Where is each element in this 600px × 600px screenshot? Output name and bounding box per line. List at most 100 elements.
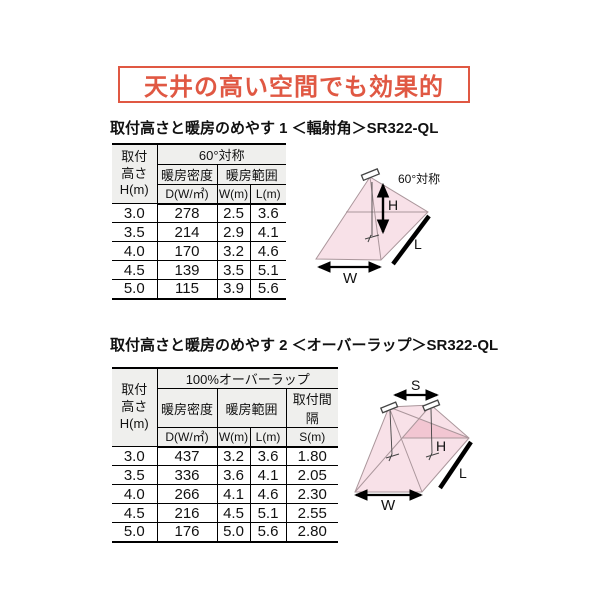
table-subheader-row: 暖房密度 暖房範囲 xyxy=(112,164,287,185)
angle-label: 60°対称 xyxy=(398,172,440,186)
table-header-row: 取付 高さ H(m) 100%オーバーラップ xyxy=(112,367,338,447)
corner-header-mount-height: 取付 高さ H(m) xyxy=(112,367,158,447)
cell-spacing: 2.80 xyxy=(285,522,338,542)
table-row: 3.5 214 2.9 4.1 xyxy=(112,222,287,242)
group-header-overlap: 100%オーバーラップ xyxy=(156,367,338,389)
unit-density: D(W/㎡) xyxy=(157,184,218,205)
cell-length: 5.1 xyxy=(249,503,287,523)
header-heating-density: 暖房密度 xyxy=(157,388,218,428)
cell-density: 336 xyxy=(156,465,218,485)
cell-density: 115 xyxy=(156,279,218,299)
cell-width: 2.9 xyxy=(216,222,251,242)
cell-spacing: 2.30 xyxy=(285,484,338,504)
cell-height: 4.5 xyxy=(112,503,158,523)
unit-length: L(m) xyxy=(249,427,287,448)
cell-spacing: 2.55 xyxy=(285,503,338,523)
cell-width: 4.1 xyxy=(216,484,251,504)
cell-length: 5.6 xyxy=(249,279,287,299)
unit-spacing: S(m) xyxy=(285,427,338,448)
cell-density: 139 xyxy=(156,260,218,280)
cell-width: 2.5 xyxy=(216,203,251,223)
unit-width: W(m) xyxy=(216,427,251,448)
cell-height: 5.0 xyxy=(112,279,158,299)
floor-mark xyxy=(364,234,380,243)
heater-icon-left xyxy=(379,401,399,414)
heater-icon xyxy=(360,168,381,182)
cell-density: 437 xyxy=(156,446,218,466)
table-units-row: D(W/㎡) W(m) L(m) xyxy=(112,184,287,205)
left-pyramid-front-edge xyxy=(388,406,423,493)
table-header-row: 取付 高さ H(m) 60°対称 xyxy=(112,143,287,204)
cell-length: 5.1 xyxy=(249,260,287,280)
table-row: 5.0 115 3.9 5.6 xyxy=(112,279,287,299)
cell-height: 3.0 xyxy=(112,446,158,466)
header-heating-range: 暖房範囲 xyxy=(216,164,287,185)
plumb-line-left xyxy=(389,410,393,455)
overlap-area xyxy=(402,419,469,438)
length-bar xyxy=(391,214,431,266)
table-row: 4.0 170 3.2 4.6 xyxy=(112,241,287,261)
cell-height: 4.0 xyxy=(112,241,158,261)
cell-spacing: 2.05 xyxy=(285,465,338,485)
cell-width: 3.6 xyxy=(216,465,251,485)
cell-length: 4.1 xyxy=(249,465,287,485)
header-heating-range: 暖房範囲 xyxy=(216,388,287,428)
cell-length: 3.6 xyxy=(249,203,287,223)
cell-density: 170 xyxy=(156,241,218,261)
corner-header-mount-height: 取付 高さ H(m) xyxy=(112,143,158,204)
length-bar xyxy=(438,440,473,490)
cell-density: 266 xyxy=(156,484,218,504)
table-row: 4.5 216 4.5 5.1 2.55 xyxy=(112,503,338,523)
section1-heading: 取付高さと暖房のめやす 1 ＜輻射角＞SR322-QL xyxy=(110,120,439,137)
cell-height: 3.5 xyxy=(112,222,158,242)
width-label: W xyxy=(343,270,358,287)
cell-width: 3.2 xyxy=(216,446,251,466)
cell-height: 4.5 xyxy=(112,260,158,280)
table-row: 5.0 176 5.0 5.6 2.80 xyxy=(112,522,338,542)
cell-height: 3.5 xyxy=(112,465,158,485)
banner: 天井の高い空間でも効果的 xyxy=(118,66,470,103)
floor-mark-left xyxy=(385,453,400,462)
right-pyramid-back-edge xyxy=(354,404,432,493)
cell-spacing: 1.80 xyxy=(285,446,338,466)
unit-density: D(W/㎡) xyxy=(157,427,218,448)
cell-length: 5.6 xyxy=(249,522,287,542)
floor-mark-right xyxy=(425,452,440,461)
table-row: 3.0 278 2.5 3.6 xyxy=(112,203,287,223)
banner-title: 天井の高い空間でも効果的 xyxy=(144,74,444,101)
width-label: W xyxy=(381,497,396,514)
cell-length: 4.1 xyxy=(249,222,287,242)
cell-height: 4.0 xyxy=(112,484,158,504)
cell-width: 3.2 xyxy=(216,241,251,261)
radiation-angle-table: 取付 高さ H(m) 60°対称 暖房密度 暖房範囲 D(W/㎡) W(m) L… xyxy=(112,143,287,300)
cell-density: 176 xyxy=(156,522,218,542)
cell-width: 4.5 xyxy=(216,503,251,523)
length-label: L xyxy=(414,236,422,252)
group-header-60deg: 60°対称 xyxy=(156,143,287,165)
plumb-line-right xyxy=(430,408,433,454)
cell-height: 5.0 xyxy=(112,522,158,542)
spacing-label: S xyxy=(411,377,420,393)
overlap-diagram: S H L W xyxy=(354,377,473,514)
cell-length: 4.6 xyxy=(249,484,287,504)
height-label: H xyxy=(436,438,446,454)
cell-length: 3.6 xyxy=(249,446,287,466)
cell-height: 3.0 xyxy=(112,203,158,223)
cell-density: 278 xyxy=(156,203,218,223)
height-label: H xyxy=(388,197,398,213)
radiation-angle-diagram: 60°対称 H L W xyxy=(315,168,440,287)
pyramids-beam-area xyxy=(354,404,470,493)
table-units-row: D(W/㎡) W(m) L(m) S(m) xyxy=(112,427,338,448)
heater-icon-right xyxy=(421,399,441,412)
cell-width: 5.0 xyxy=(216,522,251,542)
table-row: 4.5 139 3.5 5.1 xyxy=(112,260,287,280)
cell-density: 214 xyxy=(156,222,218,242)
header-mount-spacing: 取付間隔 xyxy=(285,388,338,428)
section2-heading: 取付高さと暖房のめやす 2 ＜オーバーラップ＞SR322-QL xyxy=(110,337,499,354)
table-row: 3.5 336 3.6 4.1 2.05 xyxy=(112,465,338,485)
table-row: 4.0 266 4.1 4.6 2.30 xyxy=(112,484,338,504)
cell-width: 3.5 xyxy=(216,260,251,280)
overlap-table: 取付 高さ H(m) 100%オーバーラップ 暖房密度 暖房範囲 取付間隔 D(… xyxy=(112,367,338,543)
unit-width: W(m) xyxy=(216,184,251,205)
